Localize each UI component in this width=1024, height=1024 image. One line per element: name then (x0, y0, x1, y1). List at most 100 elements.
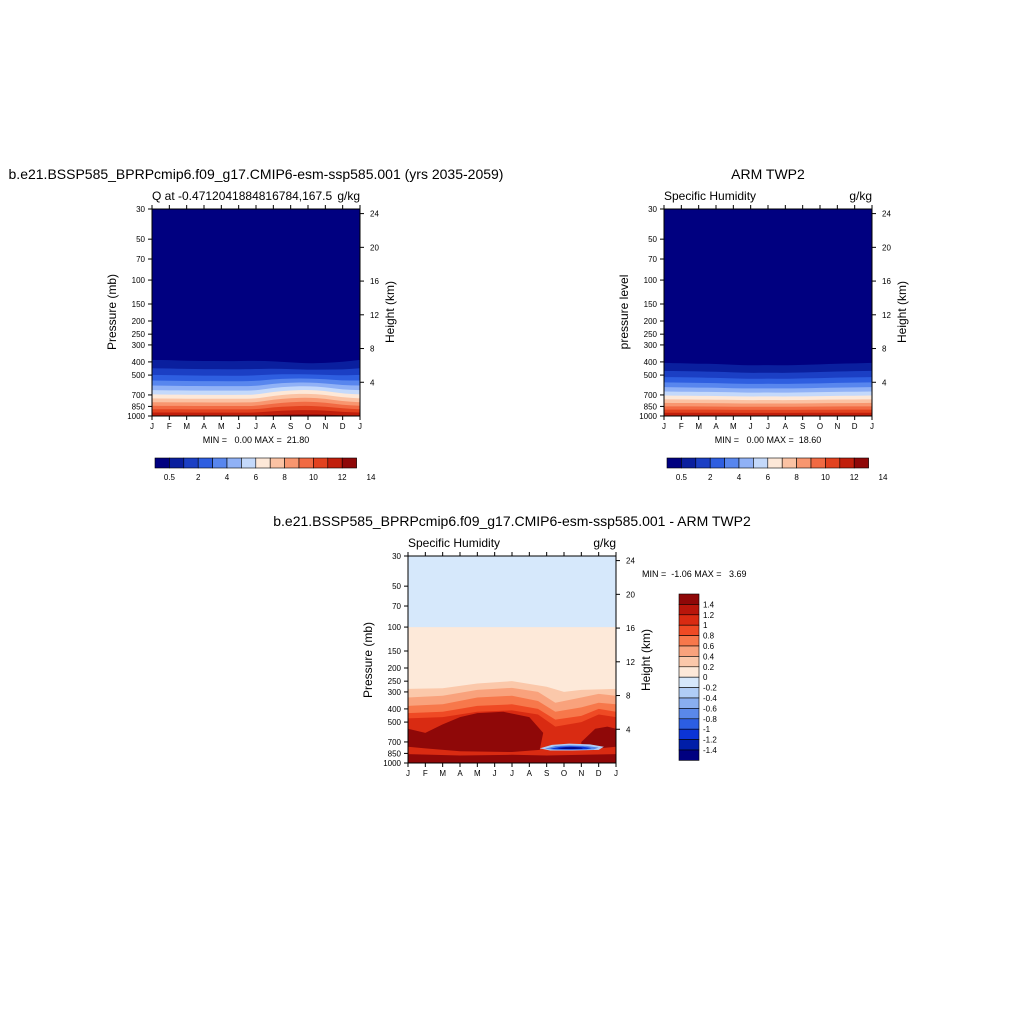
colorbar-box (767, 457, 783, 469)
colorbar-label: 6 (766, 473, 771, 482)
colorbar-label: 0.4 (703, 652, 715, 661)
height-tick-label: 20 (882, 243, 891, 252)
height-tick-label: 16 (626, 624, 635, 633)
y-tick-label: 150 (644, 300, 658, 309)
x-tick-label: A (457, 769, 463, 778)
y-tick-label: 70 (136, 255, 145, 264)
x-tick-label: M (439, 769, 446, 778)
colorbar-box (241, 457, 257, 469)
height-tick-label: 12 (626, 658, 635, 667)
y-tick-label: 400 (388, 705, 402, 714)
y-tick-label: 400 (644, 358, 658, 367)
colorbar-label: 0.8 (703, 632, 715, 641)
colorbar-label: 10 (309, 473, 318, 482)
height-tick-label: 8 (882, 345, 887, 354)
colorbar-label: 0.6 (703, 642, 715, 651)
x-tick-label: J (614, 769, 618, 778)
colorbar-label: -1.2 (703, 736, 717, 745)
colorbar-box (678, 624, 700, 636)
x-tick-label: J (237, 422, 241, 431)
y-tick-label: 1000 (127, 412, 145, 421)
colorbar-box (666, 457, 682, 469)
colorbar-label: 1 (703, 621, 708, 630)
colorbar-label: -1.4 (703, 746, 717, 755)
x-tick-label: A (713, 422, 719, 431)
obs-contour-plot (664, 209, 872, 416)
diff-stats: MIN = -1.06 MAX = 3.69 (642, 569, 747, 579)
panel-difference: b.e21.BSSP585_BPRPcmip6.f09_g17.CMIP6-es… (273, 513, 751, 778)
colorbar-label: 0.2 (703, 663, 715, 672)
x-tick-label: J (254, 422, 258, 431)
y-tick-label: 850 (388, 749, 402, 758)
colorbar-box (796, 457, 812, 469)
colorbar-box (678, 708, 700, 720)
model-ylabel-right: Height (km) (383, 281, 397, 343)
colorbar-box (839, 457, 855, 469)
y-tick-label: 1000 (383, 759, 401, 768)
model-subtitle-left: Q at -0.4712041884816784,167.5 (152, 189, 332, 203)
x-tick-label: N (322, 422, 328, 431)
colorbar-label: 4 (225, 473, 230, 482)
colorbar-box (678, 604, 700, 616)
x-tick-label: F (167, 422, 172, 431)
colorbar-label: 4 (737, 473, 742, 482)
obs-ylabel: pressure level (617, 275, 631, 350)
y-tick-label: 70 (648, 255, 657, 264)
colorbar-box (853, 457, 869, 469)
model-axes: J F M A M J J A S O N D J 30 50 70 100 150 200 250 300 400 500… (127, 205, 379, 431)
colorbar-box (724, 457, 740, 469)
colorbar-box (678, 728, 700, 740)
colorbar-box (284, 457, 300, 469)
diff-ylabel: Pressure (mb) (361, 622, 375, 698)
colorbar-box (298, 457, 314, 469)
colorbar-box (678, 593, 700, 605)
x-tick-label: S (800, 422, 805, 431)
diff-title: b.e21.BSSP585_BPRPcmip6.f09_g17.CMIP6-es… (273, 513, 751, 529)
y-tick-label: 30 (392, 552, 401, 561)
colorbar-label: 2 (708, 473, 713, 482)
colorbar-box (255, 457, 271, 469)
colorbar-box (695, 457, 711, 469)
y-tick-label: 100 (132, 276, 146, 285)
x-tick-label: A (201, 422, 207, 431)
colorbar-label: 12 (850, 473, 859, 482)
height-tick-label: 4 (370, 378, 375, 387)
colorbar-box (678, 666, 700, 678)
height-tick-label: 16 (370, 277, 379, 286)
colorbar-box (825, 457, 841, 469)
colorbar-label: 8 (282, 473, 287, 482)
x-tick-label: A (271, 422, 277, 431)
x-tick-label: J (510, 769, 514, 778)
colorbar-label: 0.5 (164, 473, 176, 482)
obs-colorbar: 0.5 2 4 6 8 10 12 14 (666, 457, 888, 482)
colorbar-box (678, 676, 700, 688)
height-tick-label: 20 (626, 590, 635, 599)
colorbar-box (678, 614, 700, 626)
x-tick-label: S (544, 769, 549, 778)
x-tick-label: M (183, 422, 190, 431)
height-tick-label: 8 (626, 692, 631, 701)
diff-axes: J F M A M J J A S O N D J 30 50 70 100 150 200 250 300 400 500… (383, 552, 635, 778)
colorbar-box (678, 739, 700, 751)
colorbar-label: 10 (821, 473, 830, 482)
colorbar-box (226, 457, 242, 469)
colorbar-label: 1.4 (703, 600, 715, 609)
y-tick-label: 700 (388, 738, 402, 747)
colorbar-label: -0.4 (703, 694, 717, 703)
diff-contour-plot (408, 556, 616, 763)
x-tick-label: M (474, 769, 481, 778)
y-tick-label: 150 (132, 300, 146, 309)
y-tick-label: 200 (644, 317, 658, 326)
y-tick-label: 100 (388, 623, 402, 632)
y-tick-label: 50 (648, 235, 657, 244)
x-tick-label: S (288, 422, 293, 431)
x-tick-label: J (493, 769, 497, 778)
y-tick-label: 250 (132, 330, 146, 339)
y-tick-label: 700 (644, 391, 658, 400)
x-tick-label: O (817, 422, 823, 431)
colorbar-box (678, 749, 700, 761)
obs-subtitle-left: Specific Humidity (664, 189, 756, 203)
x-tick-label: F (423, 769, 428, 778)
colorbar-box (678, 718, 700, 730)
colorbar-box (313, 457, 329, 469)
